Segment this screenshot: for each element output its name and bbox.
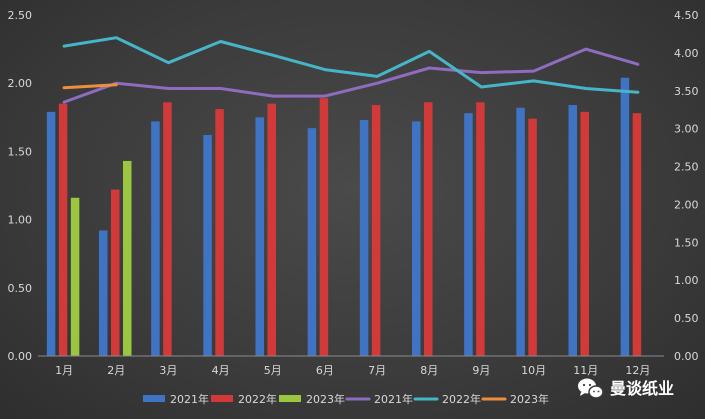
bar-2021年-1月: [46, 111, 56, 357]
bar-2022年-8月: [424, 102, 433, 357]
bar-2022年-11月: [580, 111, 589, 357]
right-axis-tick-label: 0.00: [674, 350, 699, 363]
left-axis-tick-label: 0.50: [8, 282, 33, 295]
bar-2021年-8月: [412, 121, 421, 356]
line-series-2021年: [62, 47, 640, 104]
plot-area: [46, 36, 642, 357]
bar-2021年-3月: [151, 121, 160, 356]
right-axis-tick-label: 1.00: [674, 274, 699, 287]
wechat-icon: [578, 378, 604, 399]
bar-2021年-11月: [568, 105, 577, 356]
legend-label: 2023年: [306, 392, 345, 406]
left-axis-tick-label: 2.00: [8, 77, 33, 90]
bar-2022年-2月: [111, 189, 120, 356]
bar-2022年-12月: [632, 113, 642, 356]
watermark-text: 曼谈纸业: [610, 379, 674, 398]
x-axis-tick-label: 10月: [521, 364, 546, 377]
bar-2022年-4月: [215, 109, 224, 356]
x-axis-tick-label: 9月: [472, 364, 490, 377]
legend-swatch-bar-2022年: [211, 395, 233, 402]
left-axis-tick-label: 1.50: [8, 145, 33, 158]
bar-2021年-7月: [359, 120, 369, 356]
legend-swatch-bar-2021年: [143, 395, 165, 402]
x-axis-tick-label: 4月: [212, 364, 230, 377]
right-axis-tick-label: 1.50: [674, 236, 699, 249]
watermark: 曼谈纸业: [578, 378, 674, 399]
legend-label: 2022年: [238, 392, 277, 406]
x-axis-tick-label: 5月: [264, 364, 282, 377]
right-axis-tick-label: 0.50: [674, 312, 699, 325]
bar-2021年-4月: [203, 135, 212, 356]
x-axis-tick-label: 1月: [55, 364, 73, 377]
bar-2021年-5月: [255, 117, 264, 356]
left-axis: 0.00 0.50 1.00 1.50 2.00 2.50: [8, 9, 33, 363]
x-axis-tick-label: 7月: [368, 364, 386, 377]
x-axis-tick-label: 6月: [316, 364, 334, 377]
left-axis-tick-label: 1.00: [8, 214, 33, 227]
bar-2023年-1月: [70, 197, 80, 356]
right-axis: 0.00 0.50 1.00 1.50 2.00 2.50 3.00 3.50 4.00 4.50: [674, 9, 699, 363]
legend: 2021年 2022年 2023年 2021年 2022年 2023年: [143, 392, 549, 406]
right-axis-tick-label: 2.00: [674, 198, 699, 211]
bar-2022年-5月: [267, 103, 276, 356]
bar-2022年-7月: [371, 105, 381, 356]
legend-label: 2021年: [374, 392, 413, 406]
legend-label: 2021年: [170, 392, 209, 406]
right-axis-tick-label: 4.00: [674, 47, 699, 60]
line-series-2022年: [62, 36, 640, 94]
x-axis-tick-label: 2月: [107, 364, 125, 377]
right-axis-tick-label: 2.50: [674, 161, 699, 174]
right-axis-tick-label: 3.50: [674, 85, 699, 98]
x-axis-tick-label: 8月: [420, 364, 438, 377]
right-axis-tick-label: 4.50: [674, 9, 699, 22]
bar-2021年-2月: [99, 230, 108, 356]
bar-2023年-2月: [123, 160, 132, 356]
bar-2022年-3月: [163, 102, 172, 357]
bar-2022年-9月: [476, 102, 485, 357]
bar-2021年-10月: [516, 107, 525, 356]
bar-2021年-12月: [620, 77, 630, 356]
line-series-2023年: [62, 83, 118, 90]
x-axis-tick-label: 11月: [573, 364, 598, 377]
legend-label: 2023年: [510, 392, 549, 406]
bar-2022年-10月: [528, 118, 537, 356]
bar-2021年-6月: [307, 128, 317, 356]
left-axis-tick-label: 2.50: [8, 9, 33, 22]
x-axis-tick-label: 12月: [625, 364, 650, 377]
bar-2022年-6月: [319, 98, 329, 356]
legend-label: 2022年: [442, 392, 481, 406]
x-axis: 1月 2月 3月 4月 5月 6月 7月 8月 9月 10月 11月 12月: [38, 355, 664, 377]
bar-2021年-9月: [464, 113, 473, 356]
bar-2022年-1月: [58, 103, 68, 356]
legend-swatch-bar-2023年: [279, 395, 301, 402]
left-axis-tick-label: 0.00: [8, 350, 33, 363]
right-axis-tick-label: 3.00: [674, 123, 699, 136]
x-axis-tick-label: 3月: [159, 364, 177, 377]
